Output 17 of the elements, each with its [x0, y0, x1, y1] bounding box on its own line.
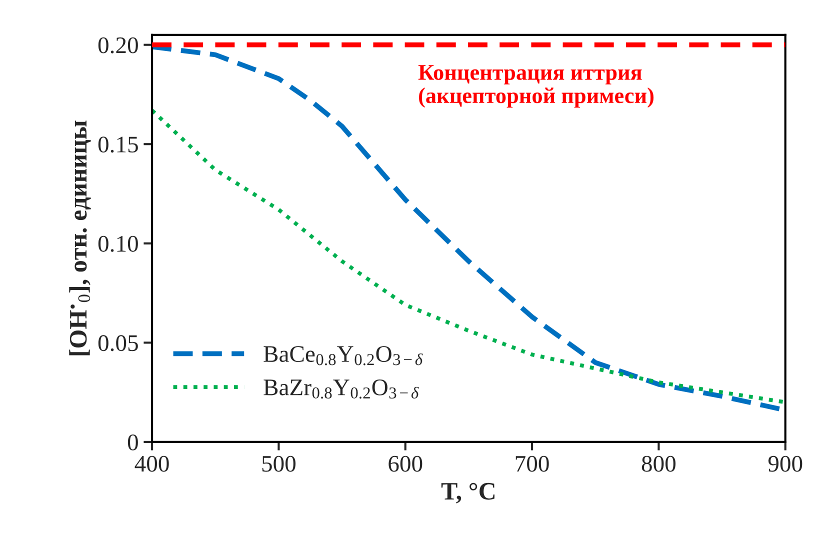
- x-tick-label: 600: [388, 456, 422, 472]
- y-axis-title: [OH$^{•}$$_{0}$], отн. единицы: [69, 120, 91, 356]
- y-tick-label: 0.15: [98, 136, 138, 153]
- legend-label: BaZr$_{0.8}$Y$_{0.2}$O$_{3−δ}$: [264, 380, 419, 399]
- x-tick-label: 500: [262, 456, 296, 472]
- x-axis-title: T, °C: [441, 482, 494, 504]
- x-tick-label: 800: [642, 456, 676, 472]
- y-tick-label: 0.10: [98, 236, 138, 252]
- y-tick-label: 0.05: [98, 335, 138, 352]
- y-tick-label: 0.20: [98, 37, 138, 54]
- x-tick-label: 400: [134, 456, 169, 472]
- x-tick-label: 900: [768, 456, 802, 472]
- legend-label: BaCe$_{0.8}$Y$_{0.2}$O$_{3−δ}$: [264, 346, 423, 366]
- x-tick-label: 700: [516, 456, 549, 472]
- line-series: [152, 108, 786, 404]
- ref-line-label: Концентрация иттрия (акцепторной примеси): [418, 65, 654, 108]
- y-tick-label: 0: [128, 434, 138, 450]
